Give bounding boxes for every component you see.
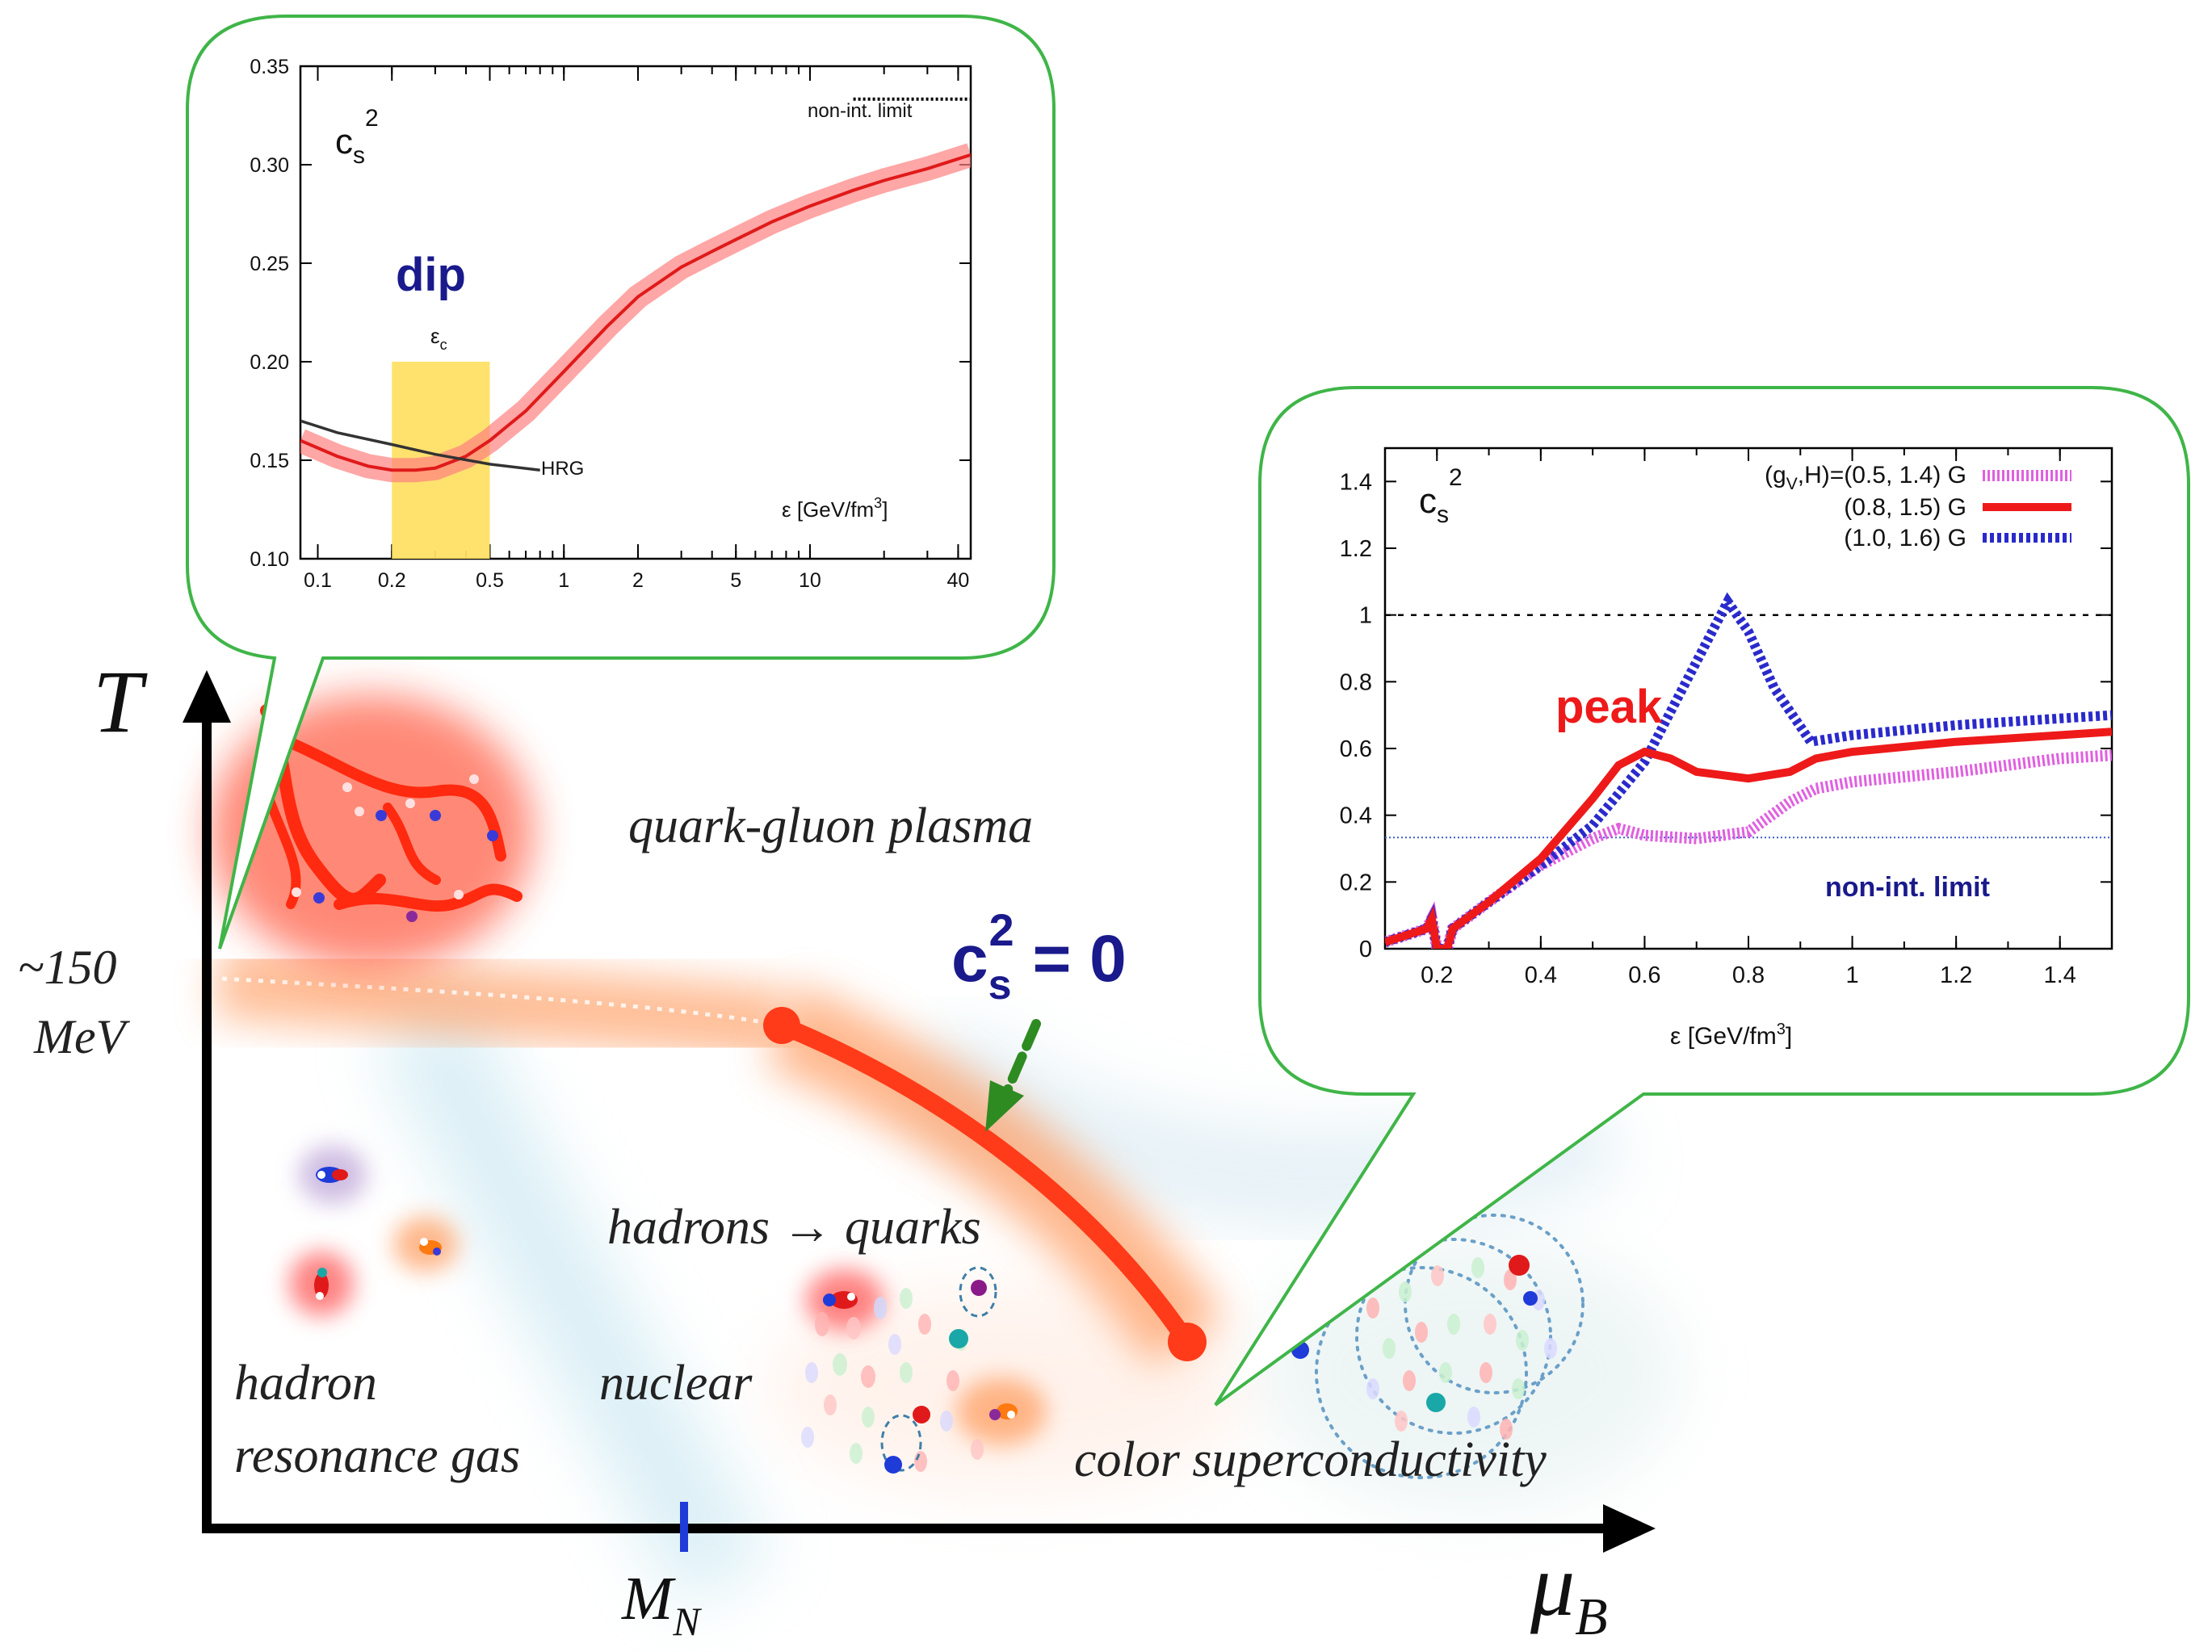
right-xtick-label: 1.2	[1940, 962, 1972, 988]
left-nonint-legend-label: non-int. limit	[808, 100, 913, 122]
left-ytick-label: 0.25	[250, 253, 289, 275]
left-inset-bubble: 0.35 0.30 0.25 0.20 0.15 0.10 0.1 0.2 0.…	[186, 15, 1056, 950]
series-g08-h15	[1385, 727, 2112, 949]
hadron-label-line1: hadron	[234, 1356, 377, 1411]
right-ytick-label: 0.4	[1340, 803, 1372, 829]
main-axes	[183, 670, 1656, 1553]
crossover-line	[221, 976, 784, 1028]
right-ytick-label: 0.6	[1340, 736, 1372, 762]
critical-endpoint	[763, 1007, 800, 1044]
left-ytick-label: 0.20	[250, 351, 289, 374]
right-ytick-label: 0	[1359, 937, 1372, 962]
series-g05-h14	[1385, 749, 2112, 949]
nuclear-region-label: nuclear	[599, 1356, 753, 1411]
left-ytick-label: 0.30	[250, 154, 289, 177]
dip-annotation: dip	[396, 249, 466, 301]
crossover-band	[214, 945, 788, 1062]
hadron-label-line2: resonance gas	[234, 1428, 520, 1483]
right-xtick-label: 0.4	[1525, 962, 1557, 988]
mu-b-axis-label: μB	[1530, 1536, 1608, 1646]
left-ytick-label: 0.10	[250, 548, 289, 571]
legend-entry-1: (gV,H)=(0.5, 1.4) G	[1765, 462, 1966, 493]
nuclear-liquid-gas-glow	[372, 993, 774, 1608]
left-xtick-label: 40	[947, 569, 970, 592]
right-ytick-label: 0.8	[1340, 669, 1372, 695]
cs2-zero-label: cs2 = 0	[951, 904, 1127, 1008]
csc-cloud-glow	[1260, 1235, 1680, 1510]
legend-entry-3: (1.0, 1.6) G	[1844, 525, 1966, 551]
hadron-quark-cloud	[801, 1266, 997, 1474]
left-bubble-outline	[186, 15, 1056, 950]
transition-line-group	[763, 1007, 1207, 1361]
hrg-label: HRG	[541, 458, 584, 480]
eps-c-label: εc	[430, 324, 447, 353]
right-xtick-label: 0.2	[1421, 962, 1453, 988]
t-axis-label: T	[93, 652, 148, 751]
left-xtick-label: 0.1	[304, 569, 332, 592]
peak-annotation: peak	[1555, 681, 1663, 733]
left-xtick-label: 0.5	[476, 569, 504, 592]
right-ytick-label: 0.2	[1340, 870, 1372, 895]
cs2-zero-arrow	[985, 1019, 1041, 1132]
endpoint-low-temperature	[1168, 1323, 1207, 1361]
left-cs2-label: cs2	[335, 105, 379, 169]
left-xaxis-label: ε [GeV/fm3]	[782, 495, 888, 522]
mn-label: MN	[621, 1565, 702, 1644]
left-xtick-label: 10	[799, 569, 821, 592]
left-xtick-label: 0.2	[378, 569, 406, 592]
right-cs2-label: cs2	[1419, 464, 1463, 528]
right-inset-bubble: 1.4 1.2 1 0.8 0.6 0.4 0.2 0 0.2 0.4 0.6 …	[1214, 386, 2190, 1407]
left-ytick-label: 0.15	[250, 450, 289, 472]
legend-entry-2: (0.8, 1.5) G	[1844, 494, 1966, 521]
left-chart-frame	[299, 65, 972, 560]
hrg-curve	[300, 419, 540, 472]
csc-region-label: color superconductivity	[1074, 1432, 1547, 1487]
right-xaxis-label: ε [GeV/fm3]	[1670, 1021, 1792, 1050]
main-labels: T ~150 MeV MN μB quark-gluon plasma hadr…	[18, 652, 1608, 1646]
lattice-cs2-curve	[300, 153, 971, 472]
right-ytick-label: 1.4	[1340, 469, 1372, 495]
right-xtick-label: 1.4	[2044, 962, 2076, 988]
right-xtick-label: 0.8	[1732, 962, 1765, 988]
temperature-value: ~150	[18, 941, 116, 994]
left-xtick-label: 1	[558, 569, 569, 592]
transition-region-label: hadrons → quarks	[607, 1200, 981, 1255]
mu-axis-arrowhead	[1603, 1504, 1656, 1553]
right-xtick-label: 0.6	[1628, 962, 1660, 988]
series-g10-h16	[1385, 592, 2112, 949]
qgp-region-label: quark-gluon plasma	[628, 799, 1033, 853]
csc-cloud	[1291, 1214, 1584, 1479]
right-chart-ticks	[1384, 448, 2113, 950]
background-glows	[210, 694, 1680, 1608]
right-bubble-outline	[1214, 386, 2190, 1407]
temperature-unit: MeV	[33, 1010, 131, 1063]
first-order-transition-line	[773, 1017, 1196, 1351]
left-ytick-label: 0.35	[250, 56, 289, 78]
right-xtick-label: 1	[1846, 962, 1859, 988]
hadron-particles	[314, 1167, 1018, 1420]
left-xtick-label: 2	[632, 569, 644, 592]
right-nonint-label: non-int. limit	[1825, 872, 1990, 903]
right-ytick-label: 1	[1359, 603, 1372, 629]
right-ytick-label: 1.2	[1340, 536, 1372, 562]
t-axis-arrowhead	[183, 670, 231, 723]
left-xtick-label: 5	[730, 569, 741, 592]
